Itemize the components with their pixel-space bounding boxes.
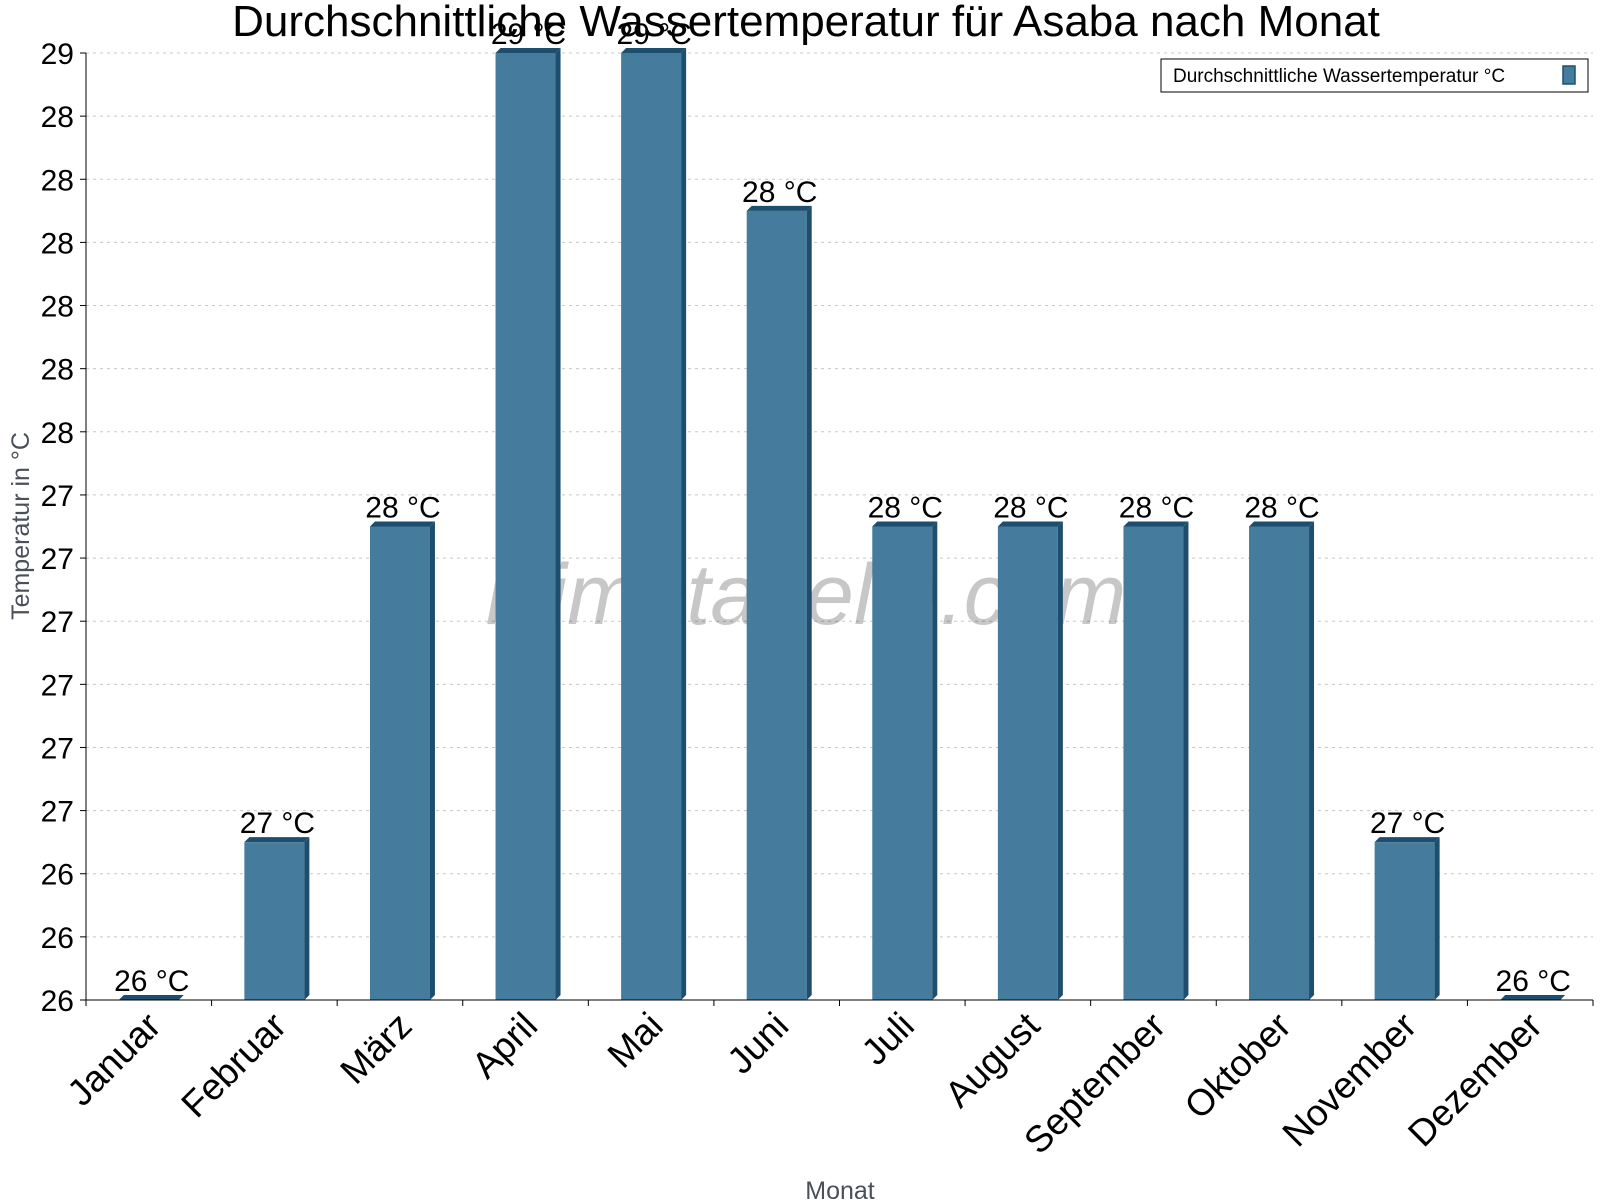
y-tick-label: 28 [41,354,74,387]
bar-side [304,837,310,1000]
bar [746,205,812,1001]
chart-title: Durchschnittliche Wassertemperatur für A… [232,0,1380,46]
data-label: 26 °C [114,965,189,998]
data-labels: 26 °C 27 °C 28 °C 29 °C 29 °C 28 °C 28 °C 28 °C… [114,18,1571,998]
x-tick-label: Februar [173,1005,294,1126]
bar-face [495,53,556,1000]
bar-side [429,521,435,1000]
data-label: 27 °C [1370,807,1445,840]
y-tick-label: 29 [41,38,74,71]
y-tick-label: 26 [41,859,74,892]
y-tick-label: 27 [41,732,74,765]
data-label: 28 °C [993,492,1068,525]
x-tick-label: August [937,1004,1048,1115]
y-tick-label: 28 [41,291,74,324]
y-tick-label: 27 [41,606,74,639]
y-tick-label: 26 [41,922,74,955]
legend-box [1160,58,1589,93]
bar [244,837,310,1000]
x-tick-label: November [1275,1005,1425,1155]
bar-top [1249,521,1315,527]
bar-top [1123,521,1189,527]
legend-label: Durchschnittliche Wassertemperatur °C [1173,66,1505,87]
bar-side [681,48,687,1000]
bar [1500,995,1566,1000]
y-tick-label: 27 [41,543,74,576]
legend: Durchschnittliche Wassertemperatur °C [1160,58,1589,93]
bar [369,521,435,1000]
bar-top [1374,837,1440,843]
bar-side [1434,837,1440,1000]
x-tick-label: Januar [59,1005,168,1114]
data-label: 26 °C [1496,965,1571,998]
y-tick-label: 28 [41,164,74,197]
x-tick-label: Dezember [1400,1005,1550,1155]
bar-side [1309,521,1315,1000]
bar-top [997,521,1063,527]
x-tick-label: Mai [600,1005,671,1076]
bar-top [369,521,435,527]
bar-top [1500,995,1566,1000]
bar-top [495,48,561,53]
bar [997,521,1063,1000]
y-tick-label: 28 [41,227,74,260]
bar [1123,521,1189,1000]
data-label: 28 °C [365,492,440,525]
y-tick-label: 28 [41,417,74,450]
bar-side [1183,521,1189,1000]
bar-side [932,521,938,1000]
bar [1374,837,1440,1000]
x-axis-title: Monat [805,1177,875,1200]
bar-face [369,526,430,1000]
bar [118,995,184,1000]
bar [495,48,561,1000]
bar-side [806,205,812,1001]
y-tick-label: 27 [41,480,74,513]
data-label: 28 °C [742,176,817,209]
bar [872,521,938,1000]
x-tick-label: Oktober [1177,1005,1299,1127]
gridlines [86,52,1593,938]
data-label: 28 °C [1244,492,1319,525]
bar-face [746,210,807,1001]
bar-face [1123,526,1184,1000]
bar-top [118,995,184,1000]
bar [1249,521,1315,1000]
bar-face [244,842,305,1000]
data-label: 27 °C [240,807,315,840]
bars [118,48,1566,1001]
bar-face [997,526,1058,1000]
y-tick-label: 28 [41,101,74,134]
x-tick-label: Juli [854,1005,922,1073]
legend-swatch [1562,65,1576,85]
bar-top [746,205,812,211]
bar-side [555,48,561,1000]
bar-face [1374,842,1435,1000]
y-axis-title: Temperatur in °C [7,432,35,620]
data-label: 28 °C [868,492,943,525]
y-axis-ticks: 26 26 26 27 27 27 27 27 27 28 28 28 28 28 28 29 [41,38,86,1018]
bar-side [1057,521,1063,1000]
bar [621,48,687,1000]
data-label: 28 °C [1119,492,1194,525]
x-tick-label: April [464,1005,545,1086]
y-tick-label: 27 [41,669,74,702]
x-axis-ticks: Januar Februar März April Mai Juni Juli AugustS… [59,1000,1594,1162]
y-tick-label: 27 [41,796,74,829]
data-label: 29 °C [491,18,566,51]
bar-face [872,526,933,1000]
y-tick-label: 26 [41,985,74,1018]
bar-face [1249,526,1310,1000]
bar-top [621,48,687,53]
data-label: 29 °C [616,18,691,51]
bar-face [621,53,682,1000]
bar-top [244,837,310,843]
x-tick-label: Juni [719,1005,796,1082]
x-tick-label: März [332,1005,419,1092]
bar-top [872,521,938,527]
